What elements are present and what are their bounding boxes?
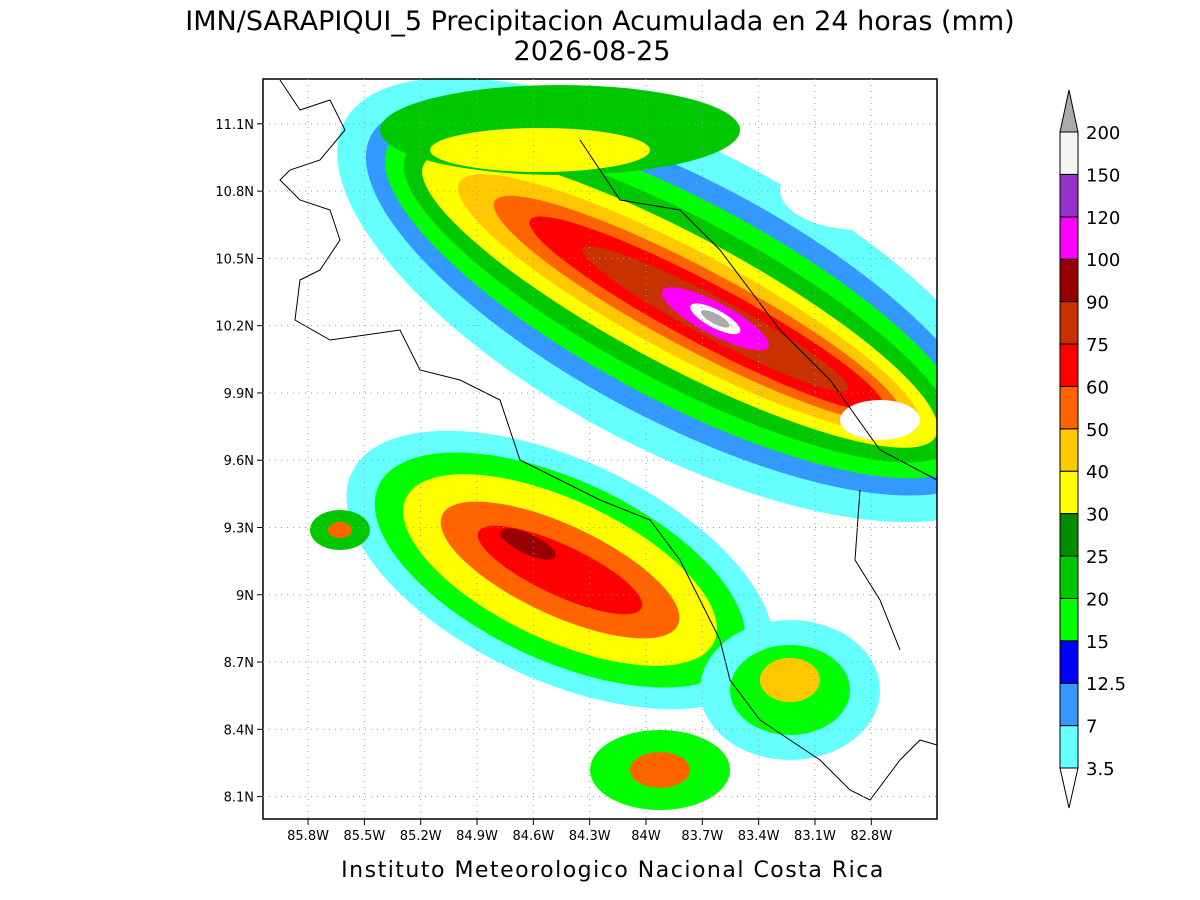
colorbar-box (1059, 640, 1079, 684)
colorbar-label: 90 (1086, 293, 1109, 314)
x-tick-label: 85.8W (287, 829, 329, 844)
colorbar-label: 25 (1086, 547, 1109, 568)
footer: Instituto Meteorologico Nacional Costa R… (341, 858, 885, 883)
colorbar-label: 7 (1086, 717, 1097, 738)
colorbar-label: 200 (1086, 123, 1120, 144)
colorbar-label: 75 (1086, 335, 1109, 356)
colorbar-box (1059, 428, 1079, 472)
colorbar-box (1059, 555, 1079, 599)
y-tick-label: 9.9N (224, 387, 254, 402)
y-tick-label: 9.6N (224, 454, 254, 469)
y-tick-label: 8.7N (224, 656, 254, 671)
colorbar-label: 100 (1086, 250, 1120, 271)
colorbar-label: 3.5 (1086, 759, 1115, 780)
colorbar-label: 20 (1086, 589, 1109, 610)
x-tick-label: 83.1W (794, 829, 836, 844)
colorbar-label: 12.5 (1086, 674, 1126, 695)
x-tick-label: 84.9W (456, 829, 498, 844)
title: IMN/SARAPIQUI_5 Precipitacion Acumulada … (185, 6, 1014, 37)
y-tick-label: 9N (236, 589, 254, 604)
colorbar-label: 120 (1086, 208, 1120, 229)
colorbar-box (1059, 470, 1079, 515)
colorbar-under (1059, 767, 1079, 809)
y-tick-label: 10.5N (215, 252, 254, 267)
colorbar-box (1059, 597, 1079, 642)
x-tick-label: 84.6W (512, 829, 554, 844)
map-frame (262, 78, 938, 820)
precip-field (279, 79, 937, 810)
date: 2026-08-25 (514, 36, 671, 67)
colorbar-box (1059, 173, 1079, 218)
colorbar-label: 60 (1086, 377, 1109, 398)
colorbar-box (1059, 513, 1079, 557)
x-tick-label: 83.4W (738, 829, 780, 844)
colorbar-box (1059, 343, 1079, 387)
y-tick-label: 8.1N (224, 791, 254, 806)
colorbar-box (1059, 301, 1079, 345)
colorbar-over (1059, 89, 1079, 133)
y-tick-label: 8.4N (224, 723, 254, 738)
colorbar-box (1059, 682, 1079, 727)
x-tick-label: 82.8W (850, 829, 892, 844)
x-tick-label: 84W (631, 829, 661, 844)
colorbar-box (1059, 216, 1079, 260)
y-tick-label: 11.1N (215, 118, 254, 133)
colorbar-label: 30 (1086, 505, 1109, 526)
colorbar-label: 40 (1086, 462, 1109, 483)
colorbar-label: 50 (1086, 420, 1109, 441)
y-tick-label: 10.8N (215, 185, 254, 200)
colorbar-box (1059, 131, 1079, 175)
x-tick-label: 83.7W (681, 829, 723, 844)
colorbar-label: 15 (1086, 632, 1109, 653)
y-tick-label: 10.2N (215, 320, 254, 335)
x-tick-label: 84.3W (569, 829, 611, 844)
colorbar-box (1059, 725, 1079, 769)
colorbar-box (1059, 385, 1079, 430)
x-tick-label: 85.2W (400, 829, 442, 844)
colorbar-box (1059, 258, 1079, 303)
x-tick-label: 85.5W (343, 829, 385, 844)
colorbar-label: 150 (1086, 165, 1120, 186)
y-tick-label: 9.3N (224, 521, 254, 536)
